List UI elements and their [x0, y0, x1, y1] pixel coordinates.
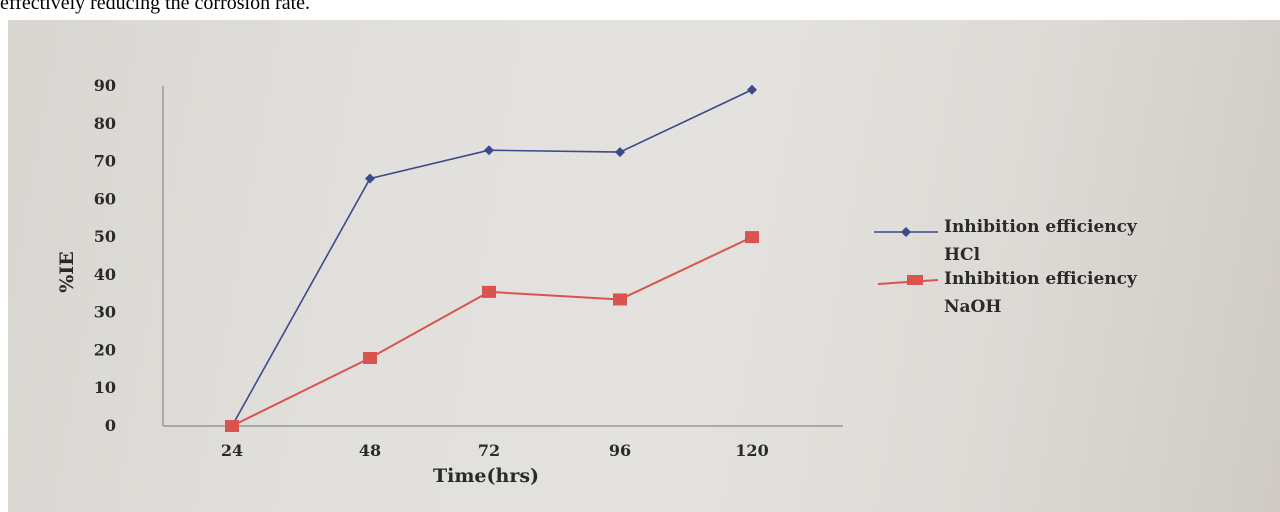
legend-entry-hcl: Inhibition efficiency HCl: [874, 217, 1138, 265]
legend-label-naoh-line2: NaOH: [944, 297, 1001, 317]
x-axis-title: Time(hrs): [433, 465, 539, 487]
data-point-hcl: [615, 147, 625, 158]
chart-axes: [162, 86, 843, 427]
line-chart: 0 10 20 30 40 50 60 70 80 90 24 48 72 96 120 %IE Time…: [56, 76, 1138, 487]
legend-square-marker: [907, 275, 923, 285]
legend-label-hcl-line1: Inhibition efficiency: [944, 217, 1138, 237]
data-point-naoh: [363, 352, 377, 364]
y-tick-label: 50: [94, 227, 116, 246]
y-tick-label: 40: [94, 265, 116, 284]
y-axis-title: %IE: [56, 251, 78, 292]
y-tick-label: 0: [105, 416, 116, 435]
data-point-hcl: [484, 145, 494, 156]
y-tick-label: 10: [94, 378, 116, 397]
chart-legend: Inhibition efficiency HCl Inhibition eff…: [874, 217, 1138, 317]
y-tick-label: 70: [94, 152, 116, 171]
data-point-naoh: [745, 231, 759, 244]
series-layer: [225, 84, 759, 432]
x-tick-label: 72: [478, 441, 500, 460]
y-tick-label: 60: [94, 189, 116, 208]
y-tick-label: 90: [94, 76, 116, 95]
x-tick-label: 120: [735, 441, 768, 460]
y-tick-label: 20: [94, 340, 116, 359]
legend-entry-naoh: Inhibition efficiency NaOH: [877, 269, 1138, 317]
legend-label-hcl-line2: HCl: [944, 245, 981, 265]
data-point-hcl: [365, 173, 375, 184]
y-tick-labels: 0 10 20 30 40 50 60 70 80 90: [94, 76, 116, 435]
data-point-naoh: [225, 420, 239, 432]
legend-diamond-marker: [901, 227, 911, 237]
y-tick-label: 30: [94, 303, 116, 322]
series-line-naoh: [231, 236, 753, 427]
x-tick-labels: 24 48 72 96 120: [221, 441, 769, 460]
x-tick-label: 96: [609, 441, 631, 460]
x-tick-label: 48: [359, 441, 381, 460]
data-point-naoh: [482, 285, 496, 298]
chart-photo: 0 10 20 30 40 50 60 70 80 90 24 48 72 96 120 %IE Time…: [8, 20, 1280, 512]
data-point-hcl: [747, 84, 757, 95]
legend-label-naoh-line1: Inhibition efficiency: [944, 269, 1138, 289]
page-text-line: effectively reducing the corrosion rate.: [0, 0, 311, 14]
x-tick-label: 24: [221, 441, 243, 460]
y-tick-label: 80: [94, 114, 116, 133]
data-point-naoh: [613, 293, 627, 306]
series-line-hcl: [231, 89, 753, 427]
